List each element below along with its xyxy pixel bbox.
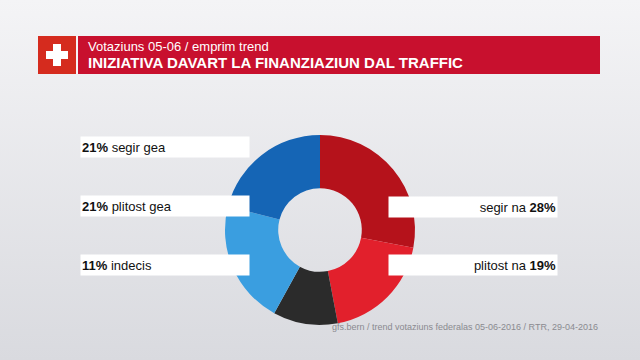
svg-text:21% plitost gea: 21% plitost gea	[82, 199, 172, 214]
svg-text:plitost na 19%: plitost na 19%	[474, 258, 556, 273]
svg-text:11% indecis: 11% indecis	[82, 258, 152, 273]
html-text:Votaziuns 05-06 / emprim trend: Votaziuns 05-06 / emprim trend	[88, 39, 269, 54]
html-text:INIZIATIVA DAVART LA FINANZIAZ: INIZIATIVA DAVART LA FINANZIAZIUN DAL TR…	[88, 54, 463, 71]
svg-text:segir na 28%: segir na 28%	[480, 200, 556, 215]
svg-text:21% segir gea: 21% segir gea	[82, 140, 166, 155]
svg-text:gfs.bern / trend votaziuns fed: gfs.bern / trend votaziuns federalas 05-…	[332, 322, 598, 332]
